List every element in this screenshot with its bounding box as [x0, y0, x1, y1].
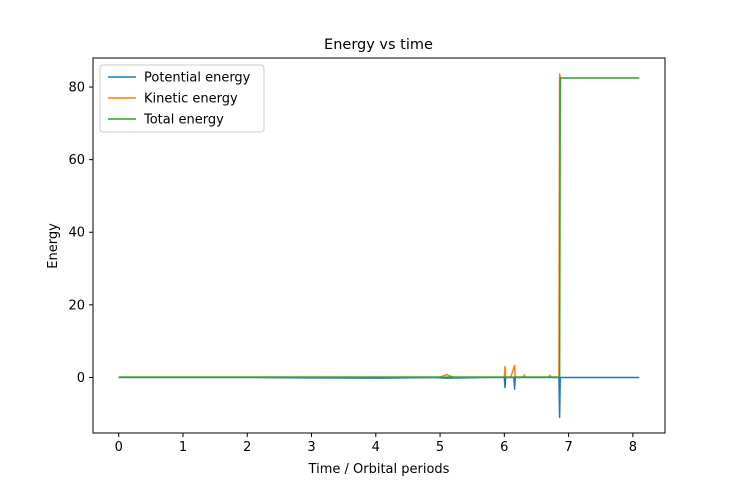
y-tick-label: 40	[68, 226, 85, 241]
y-tick-label: 20	[68, 298, 85, 313]
y-tick-label: 60	[68, 153, 85, 168]
axes-frame	[92, 57, 666, 434]
x-tick-label: 4	[372, 440, 380, 455]
legend: Potential energy Kinetic energy Total ener…	[99, 64, 265, 133]
y-tick-label: 80	[68, 81, 85, 96]
legend-entry-2: Kinetic energy	[144, 92, 238, 107]
x-axis-label: Time / Orbital periods	[308, 462, 450, 477]
y-axis-label: Energy	[46, 223, 61, 269]
x-tick-label: 0	[115, 440, 123, 455]
plot-area	[118, 73, 640, 419]
legend-entry-1: Potential energy	[144, 71, 251, 86]
x-tick-label: 1	[179, 440, 187, 455]
x-tick-label: 7	[564, 440, 572, 455]
legend-box	[99, 64, 265, 133]
x-tick-label: 2	[243, 440, 251, 455]
y-tick-label: 0	[77, 371, 85, 386]
x-tick-label: 3	[307, 440, 315, 455]
chart-title: Energy vs time	[324, 37, 433, 53]
x-tick-label: 5	[436, 440, 444, 455]
series-line-3	[118, 77, 640, 378]
legend-entry-3: Total energy	[143, 113, 224, 128]
x-tick-label: 8	[629, 440, 637, 455]
x-tick-label: 6	[500, 440, 508, 455]
